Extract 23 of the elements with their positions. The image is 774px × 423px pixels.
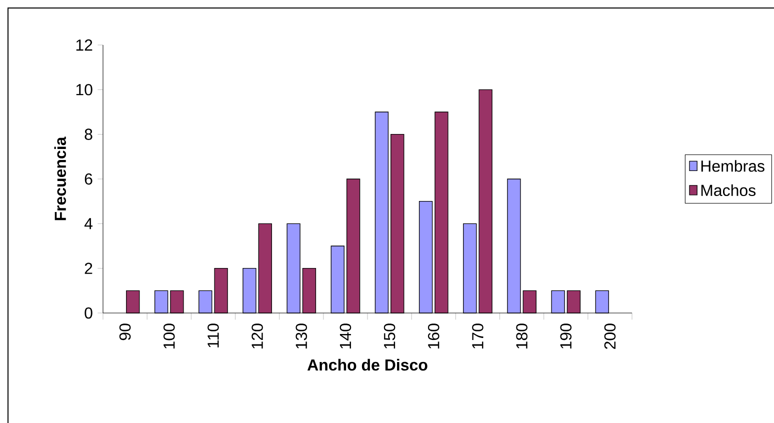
y-tick-label: 2 bbox=[84, 262, 92, 274]
x-tick-label: 100 bbox=[163, 324, 175, 349]
y-tick-label: 6 bbox=[84, 173, 92, 185]
x-tick-label: 130 bbox=[296, 324, 308, 349]
y-axis-title: Frecuencia bbox=[54, 136, 66, 220]
x-tick-label: 170 bbox=[472, 324, 484, 349]
x-axis-title: Ancho de Disco bbox=[307, 358, 428, 371]
x-tick-label: 90 bbox=[119, 324, 131, 340]
x-tick-label: 200 bbox=[604, 324, 616, 349]
y-tick-label: 8 bbox=[84, 128, 92, 140]
x-tick-label: 160 bbox=[428, 324, 440, 349]
x-tick-label: 190 bbox=[560, 324, 572, 349]
y-tick-label: 0 bbox=[84, 307, 92, 319]
legend-label: Hembras bbox=[701, 160, 764, 172]
y-tick-label: 10 bbox=[76, 84, 92, 96]
y-tick-label: 12 bbox=[76, 39, 92, 51]
legend-label: Machos bbox=[701, 184, 756, 196]
x-tick-label: 110 bbox=[208, 324, 219, 348]
x-tick-label: 120 bbox=[252, 324, 263, 349]
x-tick-label: 140 bbox=[340, 324, 352, 349]
x-tick-label: 180 bbox=[516, 324, 528, 349]
x-tick-label: 150 bbox=[384, 324, 396, 349]
y-tick-label: 4 bbox=[84, 218, 92, 230]
